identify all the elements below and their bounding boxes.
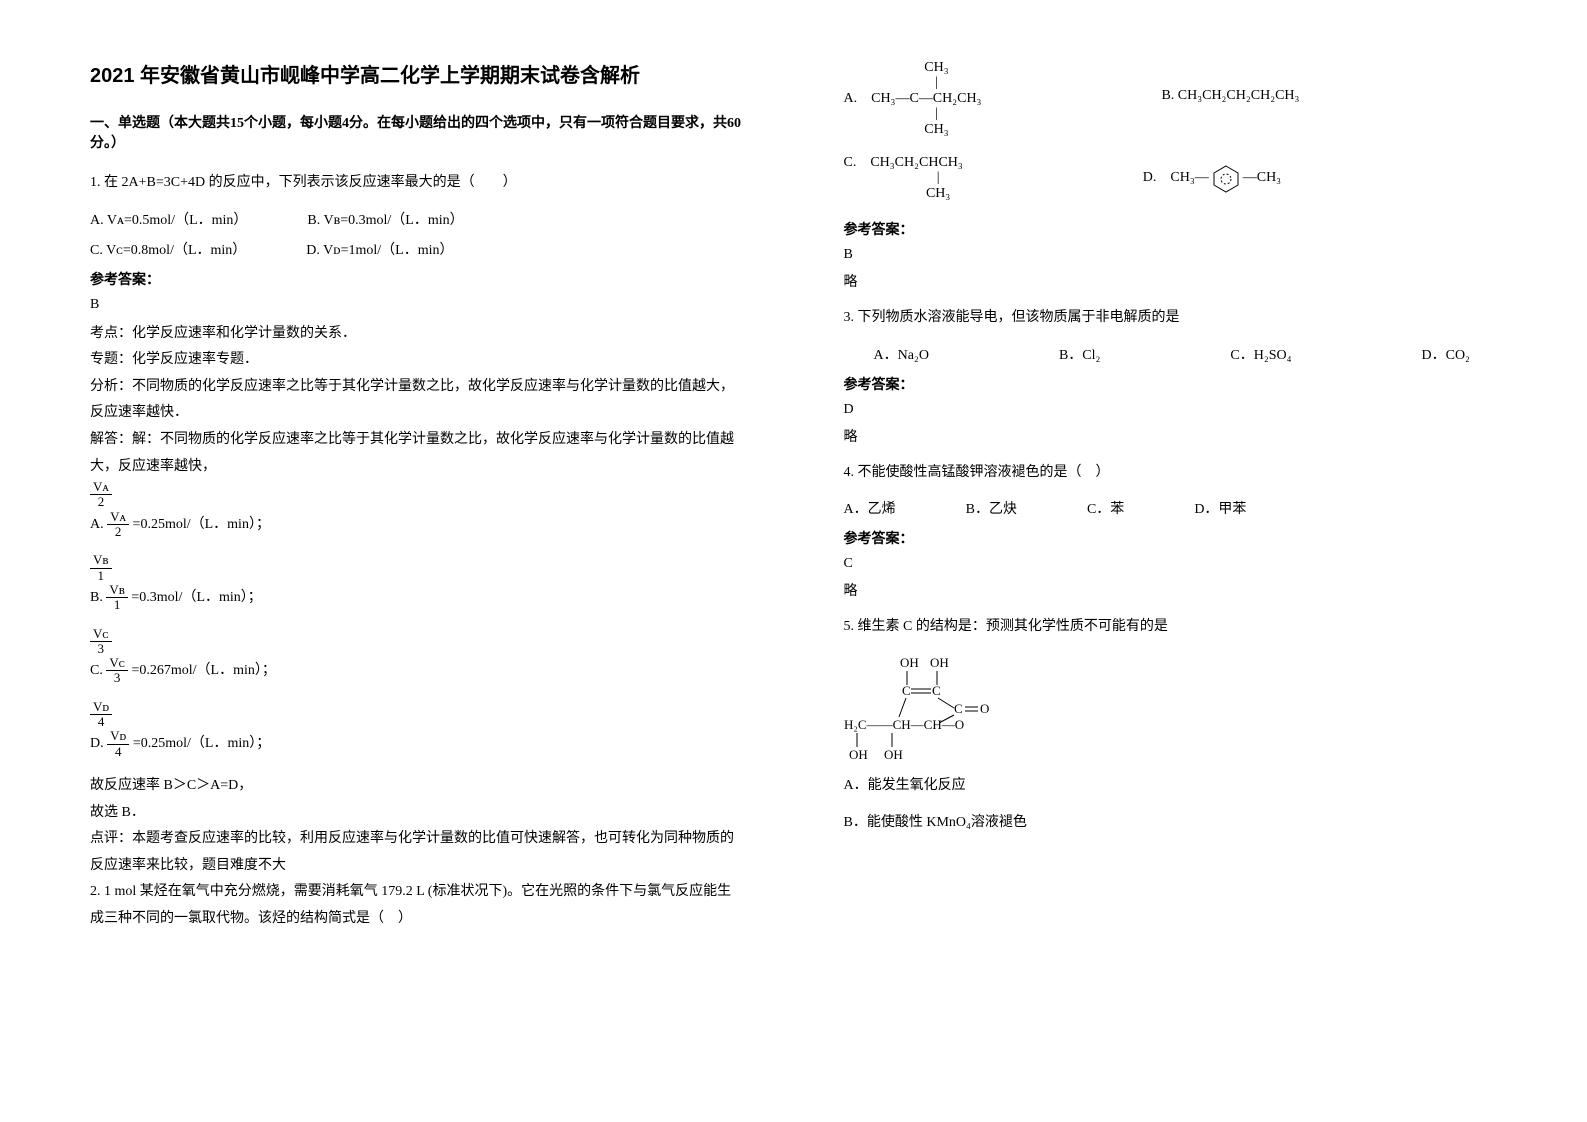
- svg-text:O: O: [980, 701, 989, 716]
- section-heading: 一、单选题（本大题共15个小题，每小题4分。在每小题给出的四个选项中，只有一项符…: [90, 112, 744, 152]
- q1-options-row1: A. Vᴀ=0.5mol/（L．min） B. Vʙ=0.3mol/（L．min…: [90, 209, 744, 229]
- q3-optA: A．Na₂O: [844, 344, 929, 364]
- q2-answer: B: [844, 247, 1498, 263]
- q4-optD: D．甲苯: [1194, 498, 1246, 518]
- q2-optB: B. CH₃CH₂CH₂CH₂CH₃: [1161, 60, 1299, 137]
- q3-answer: D: [844, 402, 1498, 418]
- q2-options-row2: C. CH₃CH₂CHCH₃ | CH₃ D. CH₃— —CH₃: [844, 155, 1498, 201]
- q1-exp4: 解答：解：不同物质的化学反应速率之比等于其化学计量数之比，故化学反应速率与化学计…: [90, 427, 744, 480]
- q2-stem: 2. 1 mol 某烃在氧气中充分燃烧，需要消耗氧气 179.2 L (标准状况…: [90, 879, 744, 932]
- q3-options: A．Na₂O B．Cl₂ C．H₂SO₄ D．CO₂: [844, 344, 1498, 364]
- q2-optC: C. CH₃CH₂CHCH₃ | CH₃: [844, 155, 963, 201]
- q1-answer: B: [90, 297, 744, 313]
- q1-optC: C. Vᴄ=0.8mol/（L．min）: [90, 239, 246, 259]
- q1-options-row2: C. Vᴄ=0.8mol/（L．min） D. Vᴅ=1mol/（L．min）: [90, 239, 744, 259]
- q3-brief: 略: [844, 426, 1498, 446]
- svg-text:OH: OH: [930, 655, 949, 670]
- q1-fracC: Vᴄ3 C. Vᴄ3 =0.267mol/（L．min）；: [90, 627, 744, 686]
- svg-text:OH: OH: [884, 747, 903, 762]
- q4-options: A．乙烯 B．乙炔 C．苯 D．甲苯: [844, 498, 1498, 518]
- q2-optD: D. CH₃— —CH₃: [1143, 155, 1281, 201]
- q1-fracB: Vʙ1 B. Vʙ1 =0.3mol/（L．min）；: [90, 553, 744, 612]
- q4-answer: C: [844, 556, 1498, 572]
- q1-optB: B. Vʙ=0.3mol/（L．min）: [307, 209, 463, 229]
- q1-fracA: Vᴀ 2 A. Vᴀ2 =0.25mol/（L．min）；: [90, 480, 744, 539]
- benzene-icon: [1209, 163, 1243, 193]
- svg-text:C: C: [954, 701, 963, 716]
- q1-exp1: 考点：化学反应速率和化学计量数的关系．: [90, 321, 744, 348]
- q2-answer-label: 参考答案：: [844, 219, 1498, 239]
- right-column: CH₃ | A. CH₃—C—CH₂CH₃ | CH₃ B. CH₃CH₂CH₂…: [794, 0, 1587, 1122]
- q3-stem: 3. 下列物质水溶液能导电，但该物质属于非电解质的是: [844, 305, 1498, 332]
- q4-answer-label: 参考答案：: [844, 528, 1498, 548]
- q4-brief: 略: [844, 580, 1498, 600]
- q1-exp2: 专题：化学反应速率专题．: [90, 347, 744, 374]
- q2-brief: 略: [844, 271, 1498, 291]
- q1-optA: A. Vᴀ=0.5mol/（L．min）: [90, 209, 247, 229]
- q5-optB: B．能使酸性 KMnO₄溶液褪色: [844, 810, 1498, 837]
- q2-optA: CH₃ | A. CH₃—C—CH₂CH₃ | CH₃: [844, 60, 982, 137]
- q5-stem: 5. 维生素 C 的结构是：预测其化学性质不可能有的是: [844, 614, 1498, 641]
- q4-stem: 4. 不能使酸性高锰酸钾溶液褪色的是（ ）: [844, 460, 1498, 487]
- q4-optA: A．乙烯: [844, 498, 896, 518]
- frac-icon: Vᴀ 2: [90, 480, 112, 510]
- q1-answer-label: 参考答案：: [90, 269, 744, 289]
- q3-optD: D．CO₂: [1422, 344, 1470, 364]
- q5-optA: A．能发生氧化反应: [844, 773, 1498, 800]
- page-title: 2021 年安徽省黄山市岘峰中学高二化学上学期期末试卷含解析: [90, 60, 744, 92]
- q4-optC: C．苯: [1087, 498, 1124, 518]
- q1-exp3: 分析：不同物质的化学反应速率之比等于其化学计量数之比，故化学反应速率与化学计量数…: [90, 374, 744, 427]
- vitamin-c-structure-icon: OH OH C C C O H₂C——CH—CH—O OH OH: [844, 653, 1014, 763]
- q3-answer-label: 参考答案：: [844, 374, 1498, 394]
- q3-optB: B．Cl₂: [1059, 344, 1100, 364]
- svg-text:OH: OH: [900, 655, 919, 670]
- q1-concl1: 故反应速率 B＞C＞A=D，: [90, 773, 744, 800]
- svg-text:H₂C——CH—CH—O: H₂C——CH—CH—O: [844, 717, 964, 732]
- q2-options-row1: CH₃ | A. CH₃—C—CH₂CH₃ | CH₃ B. CH₃CH₂CH₂…: [844, 60, 1498, 137]
- left-column: 2021 年安徽省黄山市岘峰中学高二化学上学期期末试卷含解析 一、单选题（本大题…: [0, 0, 794, 1122]
- q4-optB: B．乙炔: [966, 498, 1017, 518]
- svg-text:OH: OH: [849, 747, 868, 762]
- svg-text:C: C: [932, 683, 941, 698]
- q1-stem: 1. 在 2A+B=3C+4D 的反应中，下列表示该反应速率最大的是（ ）: [90, 170, 744, 197]
- svg-text:C: C: [902, 683, 911, 698]
- q1-optD: D. Vᴅ=1mol/（L．min）: [306, 239, 453, 259]
- q1-concl2: 故选 B．: [90, 800, 744, 827]
- q1-comment: 点评：本题考查反应速率的比较，利用反应速率与化学计量数的比值可快速解答，也可转化…: [90, 826, 744, 879]
- q3-optC: C．H₂SO₄: [1230, 344, 1291, 364]
- q1-fracD: Vᴅ4 D. Vᴅ4 =0.25mol/（L．min）；: [90, 700, 744, 759]
